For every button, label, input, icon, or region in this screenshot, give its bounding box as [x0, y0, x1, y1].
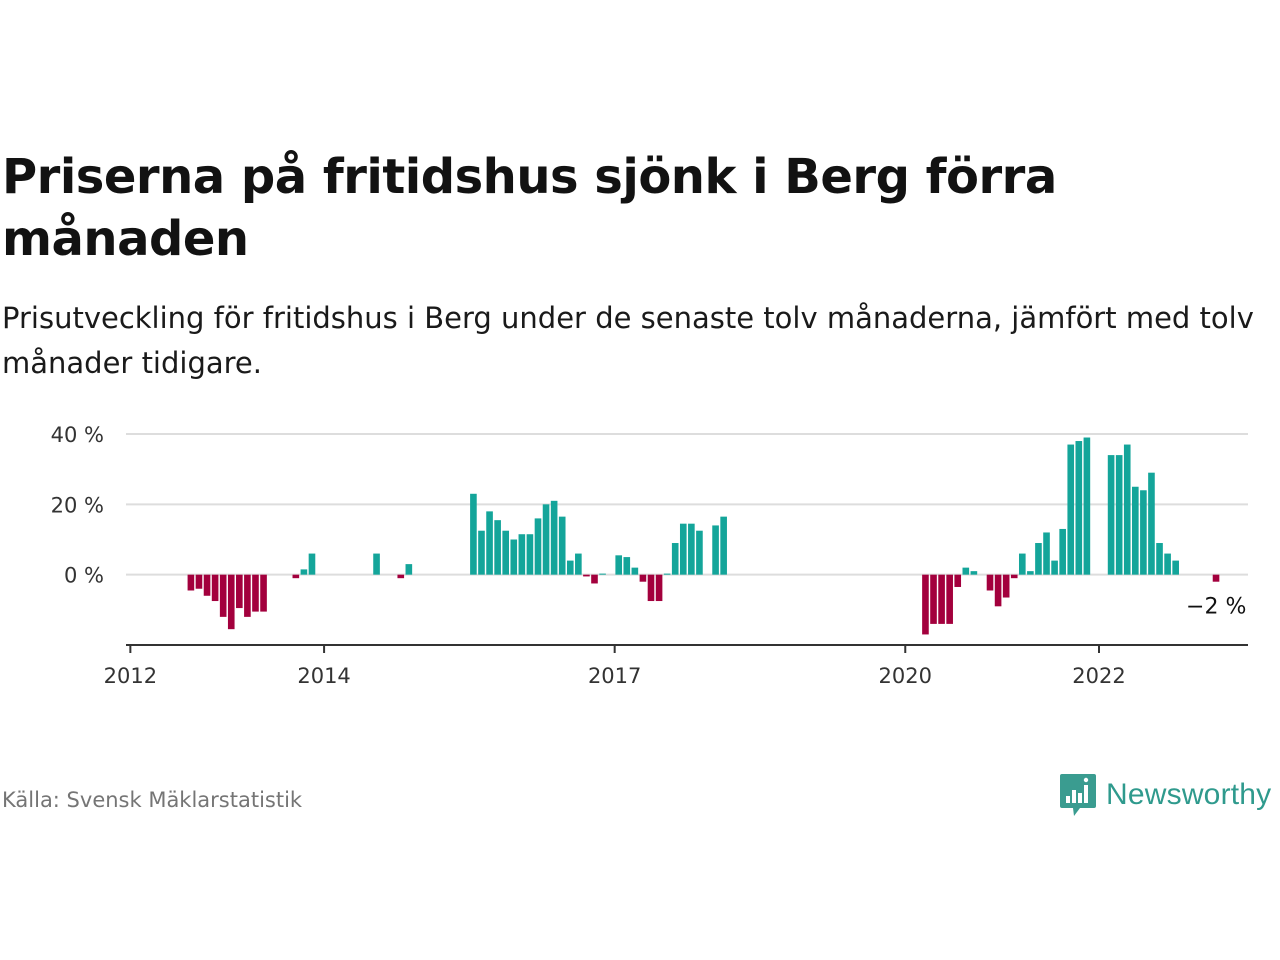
- bar: [1123, 444, 1131, 575]
- y-tick-label: 0 %: [64, 564, 104, 588]
- bar: [1010, 574, 1018, 579]
- bar: [930, 574, 937, 624]
- bar: [712, 525, 719, 575]
- bar: [486, 511, 493, 575]
- bar: [260, 574, 267, 612]
- bar: [1059, 528, 1066, 575]
- bar: [244, 574, 251, 617]
- bar: [1140, 490, 1147, 575]
- bar: [510, 539, 518, 575]
- bar: [1018, 553, 1026, 575]
- bar: [203, 574, 211, 596]
- bar: [591, 574, 598, 584]
- bar: [1002, 574, 1010, 598]
- bars: [187, 437, 1220, 635]
- bar: [502, 530, 510, 575]
- bar: [663, 573, 671, 575]
- bar: [1075, 441, 1083, 575]
- bar: [292, 574, 300, 579]
- bar: [986, 574, 994, 591]
- bar: [308, 553, 316, 575]
- bar: [655, 574, 663, 602]
- bar: [575, 553, 582, 575]
- bar: [211, 574, 219, 602]
- bar: [1043, 532, 1050, 575]
- bar: [1051, 560, 1058, 575]
- bar: [236, 574, 243, 609]
- bar: [187, 574, 195, 591]
- bar: [550, 500, 558, 575]
- newsworthy-logo: Newsworthy: [1058, 772, 1271, 818]
- bar: [526, 534, 534, 575]
- bar: [1067, 444, 1075, 575]
- bar: [534, 518, 542, 575]
- bar: [962, 567, 970, 575]
- bar: [300, 569, 308, 575]
- bar: [518, 534, 526, 575]
- bar: [671, 543, 679, 575]
- gridlines: [126, 433, 1248, 576]
- bar: [478, 530, 485, 575]
- bar: [470, 493, 477, 575]
- x-tick-label: 2012: [104, 664, 157, 688]
- y-tick-label: 40 %: [51, 423, 104, 447]
- x-tick-label: 2017: [588, 664, 641, 688]
- brand-name: Newsworthy: [1106, 778, 1272, 811]
- bar: [696, 530, 703, 575]
- bar: [631, 567, 639, 575]
- bar: [494, 520, 501, 575]
- bar: [1212, 574, 1220, 582]
- bar: [688, 523, 695, 575]
- y-tick-label: 20 %: [51, 493, 104, 517]
- bar: [566, 560, 574, 575]
- bar: [542, 504, 550, 575]
- bar: [994, 574, 1002, 607]
- bar: [252, 574, 259, 612]
- bar: [615, 555, 623, 575]
- bar: [1083, 437, 1091, 575]
- bar: [1107, 455, 1115, 575]
- bar: [583, 574, 590, 577]
- bar: [1172, 560, 1179, 575]
- last-value-annotation: −2 %: [1186, 595, 1246, 620]
- bar: [679, 523, 687, 575]
- bar: [954, 574, 962, 587]
- bar: [599, 573, 606, 575]
- bar: [373, 553, 380, 575]
- bar: [195, 574, 203, 589]
- bar: [720, 516, 727, 575]
- axes: [126, 644, 1248, 653]
- bar: [946, 574, 953, 624]
- bar: [1115, 455, 1123, 575]
- bar: [1027, 571, 1034, 575]
- bar: [970, 571, 978, 575]
- bar: [227, 574, 235, 630]
- bar: [1164, 553, 1171, 575]
- bar: [397, 574, 405, 579]
- x-tick-label: 2014: [297, 664, 350, 688]
- source-note: Källa: Svensk Mäklarstatistik: [2, 788, 303, 812]
- bar: [558, 516, 566, 575]
- bar-chart: 0 % 20 % 40 % 2012 2014 2017 2020 2022 −2 %: [51, 423, 1248, 688]
- chart-title: Priserna på fritidshus sjönk i Berg förr…: [2, 149, 1057, 267]
- chart-subtitle: Prisutveckling för fritidshus i Berg und…: [2, 301, 1254, 380]
- x-tick-label: 2020: [879, 664, 932, 688]
- x-tick-label: 2022: [1072, 664, 1125, 688]
- bar: [405, 564, 413, 575]
- bar: [1156, 543, 1163, 575]
- bar: [922, 574, 929, 635]
- bar: [1148, 472, 1155, 575]
- bar: [1132, 486, 1139, 575]
- bar: [1035, 543, 1042, 575]
- bar: [938, 574, 945, 624]
- bar: [623, 557, 631, 575]
- newsworthy-logo-icon: [1060, 774, 1096, 816]
- bar: [639, 574, 647, 582]
- bar: [219, 574, 227, 617]
- tick-labels: 0 % 20 % 40 % 2012 2014 2017 2020 2022 −2 %: [51, 423, 1247, 688]
- bar: [647, 574, 655, 602]
